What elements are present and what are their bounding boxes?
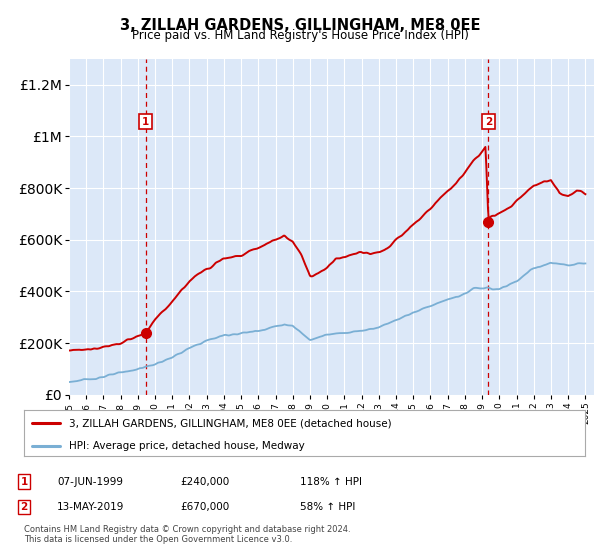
Text: 58% ↑ HPI: 58% ↑ HPI <box>300 502 355 512</box>
Text: 118% ↑ HPI: 118% ↑ HPI <box>300 477 362 487</box>
Text: 3, ZILLAH GARDENS, GILLINGHAM, ME8 0EE: 3, ZILLAH GARDENS, GILLINGHAM, ME8 0EE <box>120 18 480 33</box>
Text: £670,000: £670,000 <box>180 502 229 512</box>
Text: 2: 2 <box>485 117 492 127</box>
Text: 3, ZILLAH GARDENS, GILLINGHAM, ME8 0EE (detached house): 3, ZILLAH GARDENS, GILLINGHAM, ME8 0EE (… <box>69 418 392 428</box>
Text: Price paid vs. HM Land Registry's House Price Index (HPI): Price paid vs. HM Land Registry's House … <box>131 29 469 42</box>
Text: 07-JUN-1999: 07-JUN-1999 <box>57 477 123 487</box>
Text: £240,000: £240,000 <box>180 477 229 487</box>
Text: Contains HM Land Registry data © Crown copyright and database right 2024.
This d: Contains HM Land Registry data © Crown c… <box>24 525 350 544</box>
Text: HPI: Average price, detached house, Medway: HPI: Average price, detached house, Medw… <box>69 441 305 451</box>
Text: 1: 1 <box>142 117 149 127</box>
Text: 13-MAY-2019: 13-MAY-2019 <box>57 502 124 512</box>
Text: 1: 1 <box>20 477 28 487</box>
Text: 2: 2 <box>20 502 28 512</box>
